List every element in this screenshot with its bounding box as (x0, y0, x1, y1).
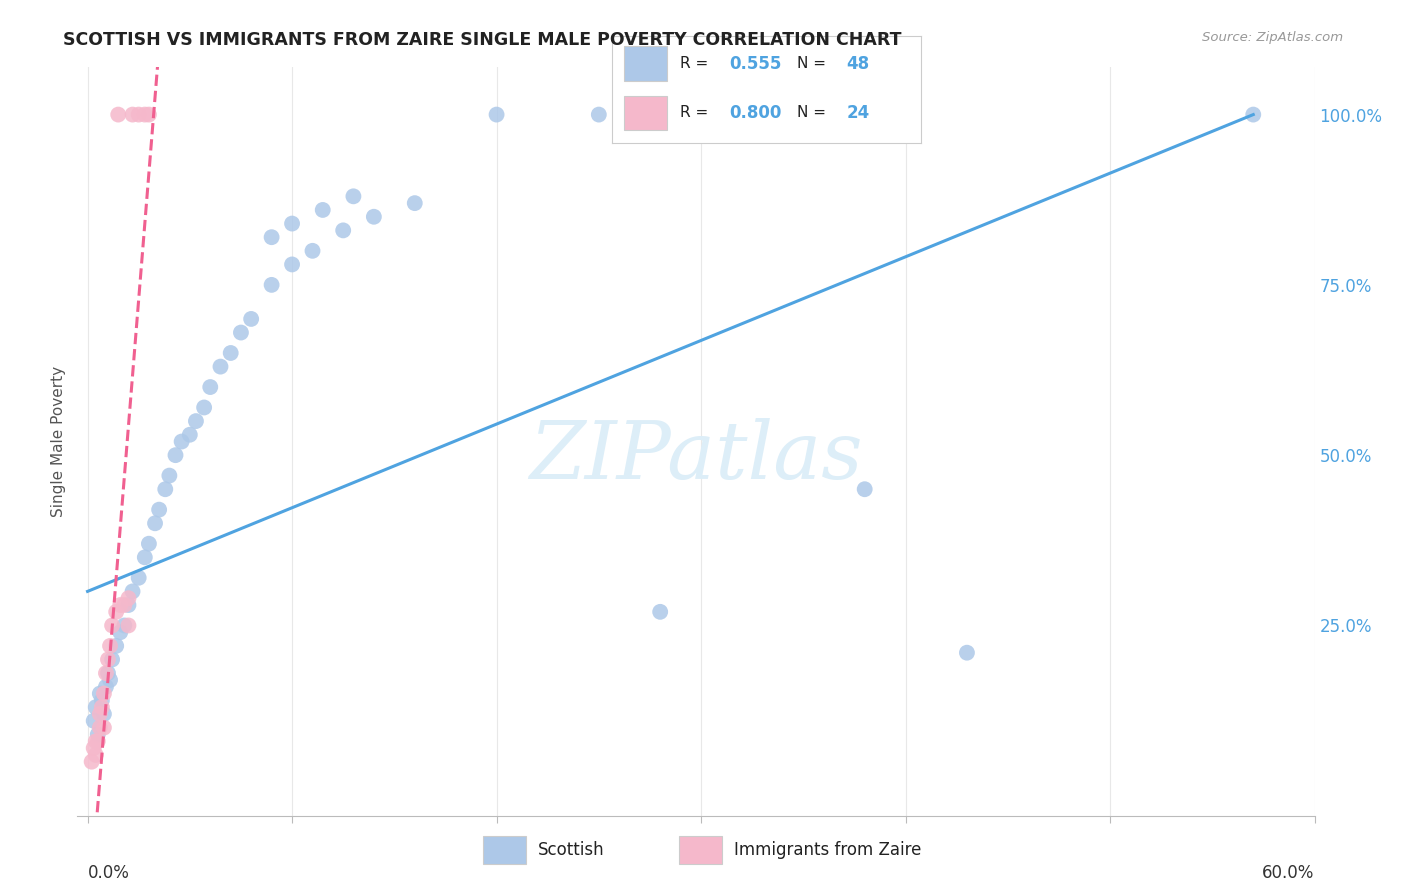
Point (93, 687, 115, 701)
Point (98, 639, 121, 653)
Point (98, 673, 121, 687)
Bar (484, 836, 526, 863)
Point (342, 189, 364, 203)
Point (89, 687, 111, 701)
Point (138, 107, 160, 121)
Point (157, 468, 180, 483)
Point (117, 591, 139, 606)
Point (89, 721, 111, 735)
Point (107, 107, 129, 121)
Point (89, 706, 111, 721)
Point (117, 618, 139, 632)
Text: ZIPatlas: ZIPatlas (529, 417, 863, 495)
Point (260, 277, 283, 292)
Point (110, 625, 132, 640)
Point (240, 312, 263, 326)
Point (105, 605, 128, 619)
Point (128, 107, 150, 121)
Point (87, 727, 110, 741)
Point (853, 482, 876, 496)
Point (121, 107, 143, 121)
Text: 60.0%: 60.0% (1263, 863, 1315, 882)
Point (134, 107, 156, 121)
Text: R =: R = (679, 105, 713, 120)
Text: 0.800: 0.800 (730, 103, 782, 121)
Point (956, 646, 979, 660)
Point (97, 652, 120, 666)
Point (87, 734, 110, 748)
Point (650, 605, 672, 619)
Text: 0.0%: 0.0% (87, 863, 129, 882)
Point (101, 618, 124, 632)
Point (193, 401, 215, 415)
Point (229, 326, 252, 340)
Point (90, 693, 112, 707)
Point (84, 747, 107, 762)
Point (84, 734, 107, 748)
Bar (679, 836, 723, 863)
Bar (624, 95, 668, 130)
Text: Scottish: Scottish (538, 840, 605, 859)
Point (121, 584, 143, 599)
Point (101, 652, 124, 666)
Text: N =: N = (797, 105, 831, 120)
Text: 48: 48 (846, 54, 870, 72)
Point (93, 706, 115, 721)
Point (588, 107, 610, 121)
Point (117, 598, 139, 612)
Text: R =: R = (679, 56, 713, 71)
Point (83, 714, 105, 728)
Point (155, 482, 177, 496)
Point (84, 700, 107, 714)
Point (112, 618, 135, 632)
Y-axis label: Single Male Poverty: Single Male Poverty (51, 366, 66, 517)
Point (80, 755, 103, 769)
Point (128, 571, 150, 585)
Point (200, 380, 222, 394)
Point (332, 223, 354, 237)
Point (301, 244, 323, 258)
Point (83, 741, 105, 756)
Point (404, 196, 426, 211)
Point (219, 346, 242, 360)
Point (134, 550, 156, 565)
Point (148, 502, 170, 516)
Point (170, 434, 193, 449)
Point (209, 359, 232, 374)
Point (179, 427, 201, 442)
Text: Immigrants from Zaire: Immigrants from Zaire (734, 840, 921, 859)
Point (281, 257, 304, 271)
Point (165, 448, 187, 462)
Point (112, 598, 135, 612)
Point (110, 598, 132, 612)
Text: SCOTTISH VS IMMIGRANTS FROM ZAIRE SINGLE MALE POVERTY CORRELATION CHART: SCOTTISH VS IMMIGRANTS FROM ZAIRE SINGLE… (63, 31, 901, 49)
Point (312, 202, 335, 217)
Point (90, 700, 112, 714)
Point (105, 639, 128, 653)
Text: Source: ZipAtlas.com: Source: ZipAtlas.com (1202, 31, 1343, 45)
Point (94, 680, 117, 694)
Bar (624, 46, 668, 80)
Point (363, 210, 385, 224)
Point (138, 537, 160, 551)
Point (281, 217, 304, 231)
Point (143, 516, 166, 531)
Text: 0.555: 0.555 (730, 54, 782, 72)
Point (260, 230, 283, 244)
Point (485, 107, 508, 121)
Point (1241, 107, 1264, 121)
Point (97, 666, 120, 681)
Point (94, 666, 117, 681)
Text: 24: 24 (846, 103, 870, 121)
Point (184, 414, 207, 428)
Text: N =: N = (797, 56, 831, 71)
Point (93, 721, 115, 735)
